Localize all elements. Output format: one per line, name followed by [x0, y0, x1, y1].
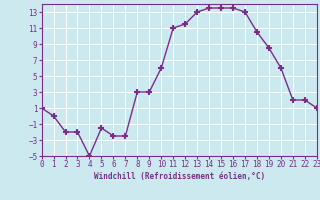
- X-axis label: Windchill (Refroidissement éolien,°C): Windchill (Refroidissement éolien,°C): [94, 172, 265, 181]
